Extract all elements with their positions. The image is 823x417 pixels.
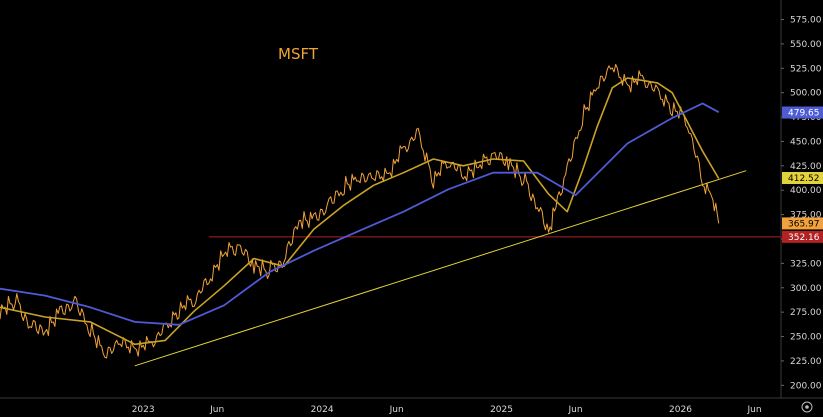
y-tick-label: 225.00	[790, 357, 822, 367]
y-tick-label: 250.00	[790, 333, 822, 343]
y-tick-label: 525.00	[790, 64, 822, 74]
y-tick-label: 500.00	[790, 89, 822, 99]
ma-slow-line[interactable]	[0, 102, 720, 326]
y-tick-label: 550.00	[790, 40, 822, 50]
y-tick-label: 300.00	[790, 284, 822, 294]
x-tick-label: 2024	[311, 405, 334, 415]
x-tick-label: 2026	[669, 405, 692, 415]
time-axis[interactable]: 2023 Jun 2024 Jun 2025 Jun 2026 Jun	[132, 405, 762, 415]
price-tag-label: 365.97	[788, 219, 820, 229]
x-tick-label: 2025	[490, 405, 513, 415]
price-tag-label: 352.16	[788, 233, 820, 243]
price-tag-bg	[782, 230, 823, 243]
y-tick-label: 425.00	[790, 162, 822, 172]
y-tick-label: 450.00	[790, 137, 822, 147]
price-tag-bg	[782, 217, 823, 230]
y-tick-label: 275.00	[790, 308, 822, 318]
trend-line[interactable]	[134, 170, 747, 367]
ma-fast-line[interactable]	[0, 77, 720, 346]
y-tick-label: 200.00	[790, 381, 822, 391]
y-tick-label: 400.00	[790, 186, 822, 196]
settings-icon[interactable]	[801, 401, 813, 413]
x-tick-label: Jun	[209, 405, 224, 415]
price-tag-label: 412.52	[788, 174, 820, 184]
x-tick-label: Jun	[746, 405, 761, 415]
price-tag-label: 479.65	[788, 109, 820, 119]
x-tick-label: Jun	[389, 405, 404, 415]
price-tag-bg	[782, 106, 823, 119]
price-line[interactable]	[0, 63, 720, 359]
y-tick-label: 325.00	[790, 259, 822, 269]
price-tag-bg	[782, 172, 823, 185]
x-tick-label: Jun	[568, 405, 583, 415]
ticker-title: MSFT	[278, 45, 319, 63]
x-tick-label: 2023	[132, 405, 155, 415]
grid	[0, 0, 823, 399]
price-axis[interactable]: 575.00550.00525.00500.00475.00450.00425.…	[781, 16, 823, 392]
series-layer	[0, 63, 781, 367]
y-tick-label: 575.00	[790, 16, 822, 26]
y-tick-label: 375.00	[790, 211, 822, 221]
